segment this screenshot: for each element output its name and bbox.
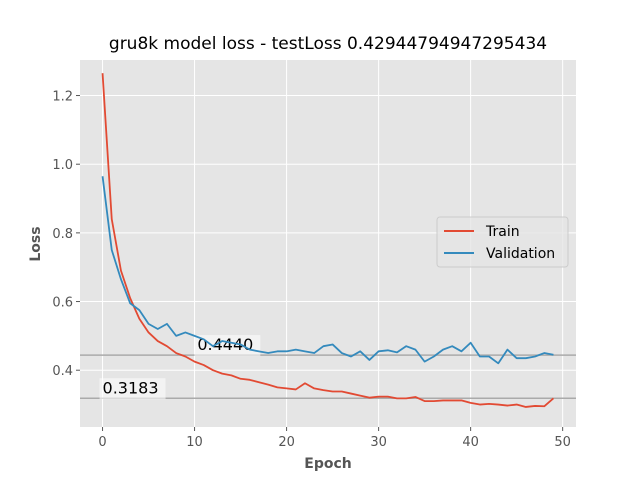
legend: Train Validation: [436, 216, 569, 268]
hline-layer: 0.4440 0.3183: [80, 335, 576, 400]
x-axis-label: Epoch: [304, 456, 351, 472]
x-tick-label: 40: [462, 435, 479, 450]
x-tick-label: 50: [554, 435, 571, 450]
legend-label-train: Train: [485, 224, 520, 240]
chart-title: gru8k model loss - testLoss 0.4294479494…: [109, 34, 547, 54]
y-tick-label: 1.2: [52, 90, 73, 105]
y-tick-label: 0.8: [52, 227, 73, 242]
y-tick-label: 1.0: [52, 158, 73, 173]
x-tick-label: 0: [98, 435, 106, 450]
y-tick-label: 0.4: [52, 364, 73, 379]
x-tick-label: 20: [278, 435, 295, 450]
tick-layer: 0 10 20 30 40 50 0.4 0.6 0.8 1.0 1.2: [52, 90, 571, 450]
legend-box: [436, 216, 569, 268]
legend-label-validation: Validation: [486, 246, 555, 262]
series-line-train: [101, 73, 555, 408]
reference-label-bg: [99, 378, 166, 400]
series-line-validation: [101, 176, 554, 365]
reference-label: 0.3183: [103, 378, 159, 397]
y-tick-label: 0.6: [52, 296, 73, 311]
x-tick-label: 10: [186, 435, 203, 450]
reference-label-bg: [194, 335, 261, 357]
reference-label: 0.4440: [197, 335, 253, 354]
x-tick-label: 30: [370, 435, 387, 450]
grid-layer: [80, 60, 576, 427]
series-layer: [101, 73, 555, 408]
y-axis-label: Loss: [28, 226, 44, 261]
